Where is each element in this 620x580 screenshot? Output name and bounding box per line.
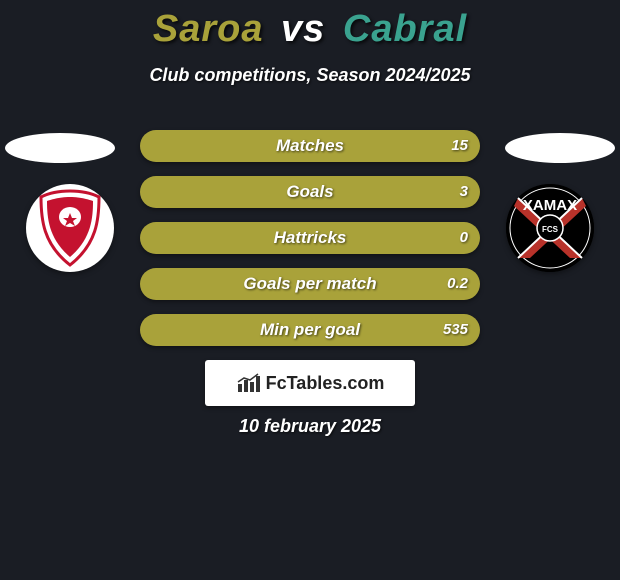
stat-row: Goals3 (140, 176, 480, 208)
stat-label: Goals per match (140, 268, 480, 300)
bar-chart-icon (236, 372, 262, 394)
brand-text: FcTables.com (266, 373, 385, 394)
stat-label: Min per goal (140, 314, 480, 346)
left-club-crest (26, 184, 114, 272)
stat-row: Matches15 (140, 130, 480, 162)
player2-name: Cabral (343, 8, 467, 50)
stats-container: Matches15 Goals3 Hattricks0 Goals per match… (140, 130, 480, 360)
stat-label: Matches (140, 130, 480, 162)
svg-text:FCS: FCS (542, 225, 559, 234)
stat-value-right: 0 (460, 222, 468, 254)
player2-halo (505, 133, 615, 163)
xamax-crest-icon: XAMAX FCS (506, 184, 594, 272)
stat-label: Hattricks (140, 222, 480, 254)
date-line: 10 february 2025 (0, 416, 620, 437)
brand-box: FcTables.com (205, 360, 415, 406)
stat-value-right: 15 (451, 130, 468, 162)
stat-row: Goals per match0.2 (140, 268, 480, 300)
page-title: Saroa vs Cabral (0, 8, 620, 51)
player1-halo (5, 133, 115, 163)
xamax-text: XAMAX (523, 197, 577, 214)
stat-value-right: 3 (460, 176, 468, 208)
player1-name: Saroa (153, 8, 264, 50)
stat-row: Hattricks0 (140, 222, 480, 254)
infographic-stage: Saroa vs Cabral Club competitions, Seaso… (0, 8, 620, 580)
right-club-crest: XAMAX FCS (506, 184, 594, 272)
stat-value-right: 0.2 (447, 268, 468, 300)
subtitle: Club competitions, Season 2024/2025 (0, 65, 620, 86)
stat-label: Goals (140, 176, 480, 208)
stat-row: Min per goal535 (140, 314, 480, 346)
shield-icon (35, 189, 105, 267)
title-vs: vs (281, 8, 325, 50)
stat-value-right: 535 (443, 314, 468, 346)
